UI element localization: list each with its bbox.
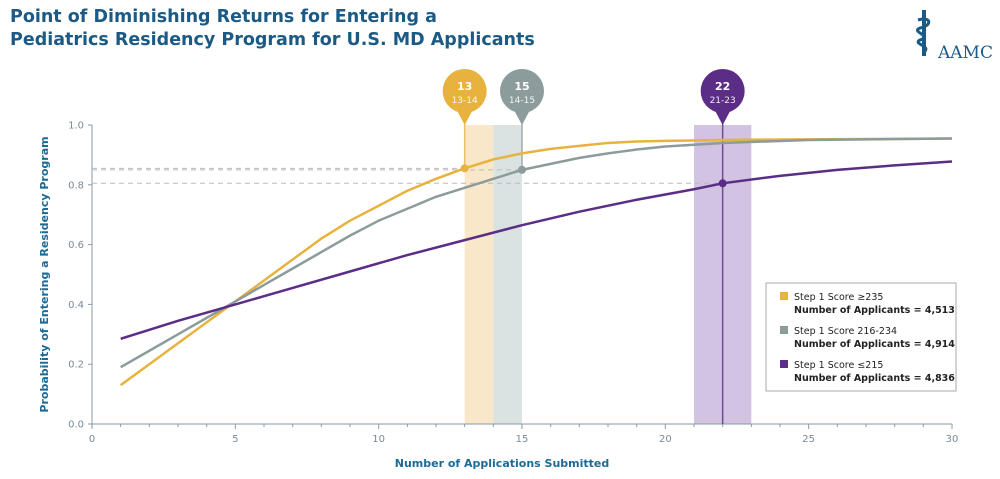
x-tick-label: 15 — [516, 434, 529, 445]
pin-tail-2 — [714, 110, 731, 125]
x-tick-label: 10 — [372, 434, 385, 445]
legend-label-1: Step 1 Score 216-234 — [794, 326, 897, 337]
pin-marker-2 — [700, 69, 745, 113]
data-point-1 — [518, 165, 526, 174]
pin-value-2: 22 — [715, 80, 730, 93]
legend-count-2: Number of Applicants = 4,836 — [794, 373, 955, 384]
pin-tail-0 — [456, 110, 473, 125]
y-tick-label: 1.0 — [68, 121, 84, 132]
legend-count-0: Number of Applicants = 4,513 — [794, 305, 955, 316]
data-point-2 — [718, 179, 727, 188]
pin-tail-1 — [514, 110, 530, 125]
y-axis-label: Probability of Entering a Residency Prog… — [38, 136, 51, 412]
legend-label-0: Step 1 Score ≥235 — [794, 292, 883, 303]
x-tick-label: 20 — [659, 434, 672, 445]
pin-range-0: 13-14 — [452, 96, 478, 106]
y-tick-label: 0.6 — [68, 240, 84, 251]
y-tick-label: 0.4 — [68, 300, 84, 311]
y-tick-label: 0.8 — [68, 180, 84, 191]
x-tick-label: 25 — [802, 434, 815, 445]
y-tick-label: 0.0 — [68, 420, 84, 431]
legend-label-2: Step 1 Score ≤215 — [794, 360, 883, 371]
pin-range-1: 14-15 — [509, 96, 535, 106]
pin-value-0: 13 — [457, 80, 472, 93]
pin-range-2: 21-23 — [710, 96, 736, 106]
title-line-2: Pediatrics Residency Program for U.S. MD… — [10, 30, 535, 50]
legend-swatch-2 — [780, 360, 788, 368]
legend-swatch-0 — [780, 292, 788, 300]
legend-swatch-1 — [780, 326, 788, 334]
x-tick-label: 0 — [89, 434, 95, 445]
title-line-1: Point of Diminishing Returns for Enterin… — [10, 7, 437, 27]
chart-title: Point of Diminishing Returns for Enterin… — [10, 6, 535, 52]
pin-value-1: 15 — [514, 80, 529, 93]
range-band-0 — [464, 125, 494, 424]
pin-marker-0 — [442, 69, 487, 113]
svg-text:AAMC: AAMC — [937, 43, 992, 63]
x-tick-label: 5 — [232, 434, 238, 445]
data-point-0 — [460, 164, 469, 173]
x-axis-label: Number of Applications Submitted — [395, 457, 610, 470]
x-tick-label: 30 — [946, 434, 959, 445]
series-line-2 — [120, 160, 953, 340]
pin-marker-1 — [500, 69, 544, 113]
aamc-logo: AAMC — [916, 10, 992, 63]
y-tick-label: 0.2 — [68, 360, 84, 371]
legend — [765, 282, 957, 392]
legend-count-1: Number of Applicants = 4,914 — [794, 339, 955, 350]
